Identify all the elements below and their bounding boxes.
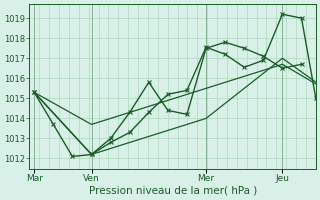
X-axis label: Pression niveau de la mer( hPa ): Pression niveau de la mer( hPa ) [89,186,257,196]
